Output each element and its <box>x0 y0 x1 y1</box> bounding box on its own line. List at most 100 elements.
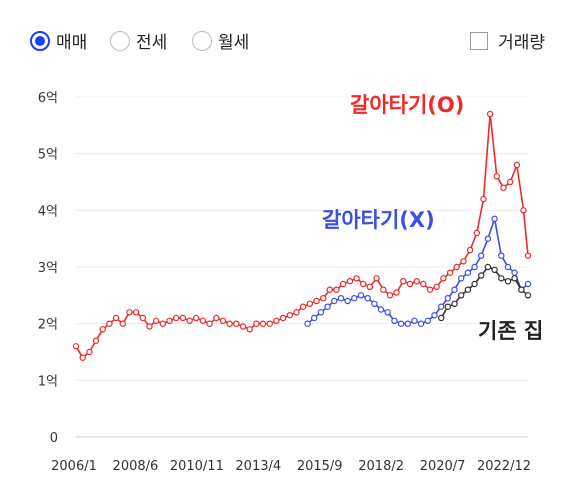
radio-unselected-icon <box>192 30 212 51</box>
data-point <box>112 314 120 322</box>
data-point <box>364 295 371 302</box>
data-point <box>384 309 391 316</box>
data-point <box>286 312 293 319</box>
data-point <box>72 343 80 350</box>
data-point <box>313 297 320 305</box>
data-point <box>331 297 338 305</box>
chart-annotation: 갈아타기(O) <box>350 93 464 117</box>
data-point <box>166 317 173 324</box>
data-point <box>213 314 220 322</box>
data-point <box>460 258 467 265</box>
data-point <box>524 280 532 288</box>
data-point <box>266 320 273 327</box>
radio-unselected-icon <box>110 30 130 51</box>
data-point <box>377 306 385 313</box>
radio-jeonse-label: 전세 <box>136 33 168 53</box>
data-point <box>406 280 414 288</box>
x-tick-label: 2006/1 <box>51 459 97 474</box>
radio-monthly-label: 월세 <box>218 33 250 53</box>
series-group <box>72 110 532 361</box>
chart-grid <box>76 96 528 438</box>
data-point <box>393 289 400 296</box>
filter-controls: 매매 전세 월세 거래량 <box>30 28 555 58</box>
data-point <box>478 252 485 259</box>
data-point <box>371 300 378 307</box>
data-point <box>404 320 411 327</box>
data-point <box>106 320 113 327</box>
series-group <box>304 215 532 327</box>
data-point <box>259 320 267 327</box>
data-point <box>179 314 187 322</box>
data-point <box>351 295 358 302</box>
data-point <box>320 295 327 302</box>
data-point <box>486 110 494 118</box>
data-point <box>433 283 440 290</box>
data-point <box>86 348 93 356</box>
data-point <box>311 314 318 322</box>
data-point <box>99 326 106 333</box>
radio-jeonse[interactable]: 전세 <box>110 28 167 53</box>
data-point <box>484 263 492 271</box>
data-point <box>431 312 438 319</box>
data-point <box>444 303 451 310</box>
data-point <box>438 303 445 310</box>
data-point <box>306 300 313 307</box>
data-point <box>293 309 300 316</box>
x-axis-ticks: 2006/1 2008/6 2010/11 2013/4 2015/9 2018/2 202… <box>51 459 531 474</box>
data-point <box>92 337 100 344</box>
data-point <box>471 263 478 271</box>
data-point <box>246 326 253 333</box>
data-point <box>386 292 394 299</box>
radio-monthly[interactable]: 월세 <box>192 28 249 53</box>
data-point <box>411 317 418 324</box>
data-point <box>500 184 507 191</box>
data-point <box>159 320 166 327</box>
x-tick-label: 2022/12 <box>477 459 531 474</box>
data-point <box>239 323 247 330</box>
data-point <box>464 269 472 276</box>
data-point <box>504 278 512 285</box>
data-point <box>440 275 447 282</box>
data-point <box>132 309 140 316</box>
data-point <box>340 280 347 288</box>
x-tick-label: 2020/7 <box>420 459 466 474</box>
data-point <box>507 178 514 186</box>
checkbox-icon <box>470 31 489 50</box>
data-point <box>478 272 485 279</box>
data-point <box>484 235 492 242</box>
chart-series <box>72 110 532 361</box>
data-point <box>206 320 213 327</box>
y-tick-label: 1억 <box>38 374 58 389</box>
data-point <box>219 317 227 324</box>
data-point <box>172 314 180 322</box>
y-tick-label: 5억 <box>38 148 58 163</box>
data-point <box>146 323 153 330</box>
data-point <box>139 314 146 322</box>
data-point <box>79 354 86 361</box>
data-point <box>491 215 498 222</box>
data-point <box>451 286 458 293</box>
data-point <box>471 280 478 288</box>
volume-checkbox[interactable]: 거래량 <box>470 28 545 53</box>
data-point <box>420 280 427 288</box>
data-point <box>511 269 518 276</box>
series-line <box>75 113 529 359</box>
data-point <box>480 195 487 203</box>
data-point <box>366 283 374 290</box>
radio-sale-label: 매매 <box>56 33 88 53</box>
radio-sale[interactable]: 매매 <box>30 28 87 53</box>
y-tick-label: 0 <box>50 431 58 446</box>
data-point <box>357 292 365 299</box>
data-point <box>518 286 525 293</box>
data-point <box>491 266 498 273</box>
data-point <box>417 320 425 327</box>
x-tick-label: 2015/9 <box>297 459 343 474</box>
data-point <box>192 314 200 322</box>
data-point <box>273 317 280 324</box>
data-point <box>426 286 434 293</box>
y-tick-label: 6억 <box>38 91 58 106</box>
series-group <box>438 263 532 322</box>
data-point <box>344 297 351 305</box>
data-point <box>199 317 207 324</box>
